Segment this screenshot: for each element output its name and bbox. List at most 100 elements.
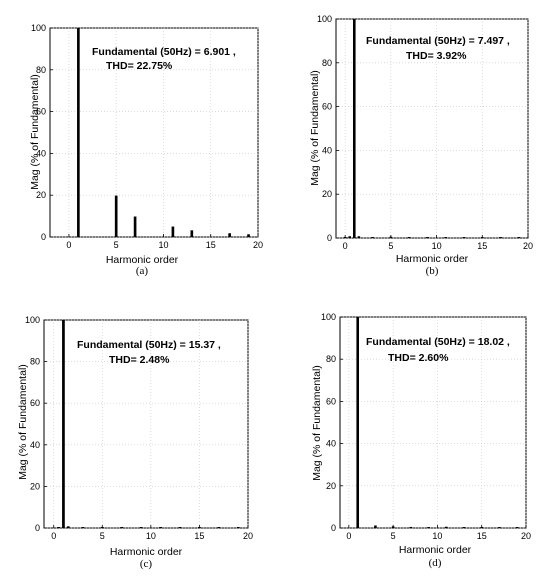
- harmonic-bar: [57, 527, 60, 528]
- x-tick-label: 20: [253, 240, 263, 250]
- harmonic-bar: [374, 525, 377, 528]
- chart-panel-a: 0 5 10 15 20 0 20 40 60 80 100 Fundamental (50Hz)…: [0, 0, 276, 292]
- y-tick-label: 60: [322, 102, 332, 112]
- chart-svg-c: 0 5 10 15 20 0 20 40 60 80 100 Fundamental (50Hz)…: [17, 315, 253, 570]
- chart-panel-b: 0 5 10 15 20 0 20 40 60 80 100 Fundamental (50Hz)…: [276, 0, 552, 292]
- harmonic-bar: [357, 236, 361, 238]
- y-tick-label: 20: [30, 481, 40, 491]
- y-axis-label: Mag (% of Fundamental): [309, 70, 321, 186]
- y-tick-label: 40: [36, 148, 46, 158]
- harmonic-bar: [139, 527, 143, 528]
- harmonic-bar: [498, 527, 501, 528]
- y-tick-label: 60: [326, 396, 336, 406]
- y-tick-labels: 0 20 40 60 80 100: [317, 14, 339, 243]
- x-tick-label: 10: [432, 531, 442, 541]
- harmonic-bar: [217, 527, 221, 528]
- y-tick-label: 20: [36, 190, 46, 200]
- y-tick-label: 20: [326, 481, 336, 491]
- harmonic-bar: [66, 526, 70, 528]
- harmonic-bar: [444, 237, 448, 238]
- panel-caption: (c): [140, 558, 153, 570]
- y-tick-label: 0: [35, 523, 40, 533]
- harmonic-bar: [62, 320, 65, 528]
- y-tick-label: 0: [327, 233, 332, 243]
- harmonic-bar: [407, 237, 411, 238]
- x-tick-labels: 0 5 10 15 20: [346, 525, 531, 541]
- harmonic-bar: [348, 236, 352, 238]
- x-axis-label: Harmonic order: [396, 253, 469, 265]
- x-tick-label: 0: [66, 240, 71, 250]
- annotation-line-1: Fundamental (50Hz) = 6.901 ,: [92, 46, 236, 58]
- x-tick-label: 20: [523, 241, 533, 251]
- harmonic-bar: [356, 317, 360, 528]
- panel-caption: (a): [136, 265, 149, 277]
- plot-area: [339, 316, 527, 529]
- grid: [336, 18, 529, 239]
- chart-svg-a: 0 5 10 15 20 0 20 40 60 80 100 Fundamental (50Hz)…: [29, 23, 263, 277]
- y-tick-labels: 0 20 40 60 80 100: [321, 312, 343, 533]
- annotation-line-2: THD= 2.48%: [109, 354, 170, 366]
- plot-area: [43, 319, 249, 529]
- harmonic-bar: [515, 527, 519, 528]
- harmonic-bar: [499, 237, 502, 238]
- harmonic-bar: [462, 527, 466, 528]
- y-tick-label: 40: [30, 440, 40, 450]
- harmonic-bar: [247, 234, 250, 237]
- x-tick-label: 20: [521, 531, 531, 541]
- x-tick-label: 15: [194, 531, 204, 541]
- x-tick-label: 10: [158, 240, 168, 250]
- harmonic-bar: [159, 527, 162, 528]
- x-tick-label: 5: [114, 240, 119, 250]
- x-tick-label: 20: [243, 531, 253, 541]
- harmonic-bar: [114, 195, 118, 237]
- harmonic-bar: [171, 226, 175, 237]
- bars: [77, 28, 250, 237]
- x-tick-label: 15: [206, 240, 216, 250]
- x-tick-label: 5: [100, 531, 105, 541]
- y-tick-label: 80: [326, 354, 336, 364]
- harmonic-bar: [444, 526, 448, 528]
- x-tick-labels: 0 5 10 15 20: [51, 525, 253, 541]
- y-tick-label: 0: [331, 523, 336, 533]
- harmonic-bar: [133, 216, 137, 237]
- y-tick-label: 20: [322, 189, 332, 199]
- y-axis-label: Mag (% of Fundamental): [17, 364, 29, 480]
- y-tick-label: 80: [30, 357, 40, 367]
- y-tick-labels: 0 20 40 60 80 100: [25, 315, 47, 533]
- y-tick-label: 100: [317, 14, 332, 24]
- chart-panel-d: 0 5 10 15 20 0 20 40 60 80 100 Fundamental (50Hz)…: [276, 292, 552, 584]
- x-tick-label: 10: [146, 531, 156, 541]
- y-tick-label: 0: [41, 232, 46, 242]
- chart-panel-c: 0 5 10 15 20 0 20 40 60 80 100 Fundamental (50Hz)…: [0, 292, 276, 584]
- y-tick-label: 60: [36, 107, 46, 117]
- x-tick-labels: 0 5 10 15 20: [343, 235, 533, 251]
- x-tick-labels: 0 5 10 15 20: [66, 234, 263, 250]
- y-tick-label: 100: [25, 315, 40, 325]
- annotation-line-2: THD= 22.75%: [106, 60, 173, 72]
- y-tick-label: 80: [322, 58, 332, 68]
- annotation-line-2: THD= 3.92%: [406, 50, 467, 62]
- y-tick-label: 60: [30, 398, 40, 408]
- harmonic-bar: [77, 28, 80, 237]
- harmonic-bar: [426, 237, 429, 238]
- chart-svg-d: 0 5 10 15 20 0 20 40 60 80 100 Fundamental (50Hz)…: [311, 312, 531, 569]
- x-axis-label: Harmonic order: [399, 544, 472, 556]
- harmonic-bar: [517, 237, 521, 238]
- harmonic-bar: [81, 527, 85, 528]
- annotation-line-1: Fundamental (50Hz) = 15.37 ,: [77, 339, 221, 351]
- y-tick-label: 80: [36, 65, 46, 75]
- harmonic-bar: [190, 230, 194, 237]
- annotation-line-1: Fundamental (50Hz) = 7.497 ,: [366, 35, 510, 47]
- annotation-line-2: THD= 2.60%: [388, 352, 449, 364]
- grid: [340, 316, 527, 529]
- x-tick-label: 5: [391, 531, 396, 541]
- harmonic-bar: [178, 527, 182, 528]
- harmonic-bar: [462, 237, 466, 238]
- panel-caption: (d): [429, 557, 442, 569]
- grid: [44, 319, 249, 529]
- annotation-line-1: Fundamental (50Hz) = 18.02 ,: [366, 336, 510, 348]
- x-tick-label: 0: [51, 531, 56, 541]
- x-tick-label: 0: [346, 531, 351, 541]
- y-tick-labels: 0 20 40 60 80 100: [31, 23, 53, 242]
- harmonic-bar: [228, 233, 231, 237]
